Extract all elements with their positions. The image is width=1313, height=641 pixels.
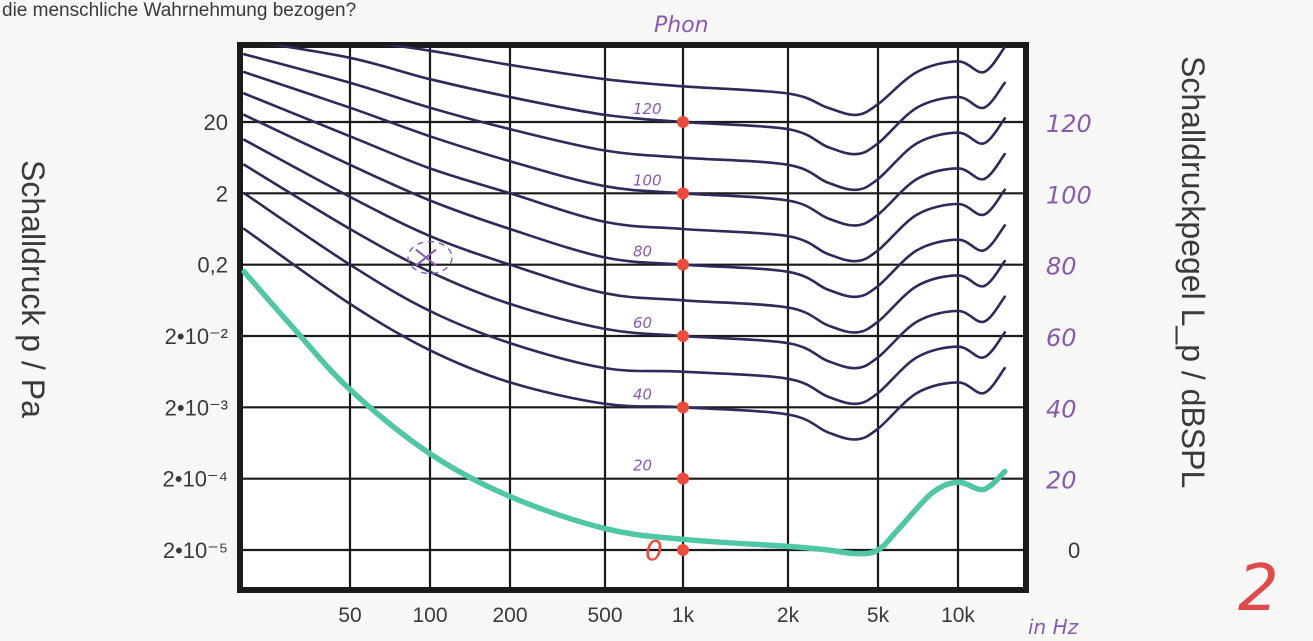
y-left-tick-label: 2•10⁻³ [165, 395, 228, 420]
phon-marker-dot [677, 330, 689, 342]
phon-markers: 120 100 80 60 40 20 0 [633, 100, 689, 567]
question-fragment: die menschliche Wahrnehmung bezogen? [2, 0, 356, 21]
handwritten-x-mark [407, 240, 453, 275]
x-tick-label: 10k [941, 604, 975, 627]
phon-contour-line [242, 138, 1007, 334]
phon-marker-label: 0 [645, 534, 663, 567]
phon-marker-dot [677, 258, 689, 271]
y-right-tick-label: 60 [1046, 324, 1077, 352]
y-right-tick-label: 40 [1046, 395, 1077, 423]
x-unit-label: in Hz [1028, 615, 1079, 639]
y-left-tick-label: 2•10⁻⁴ [163, 467, 228, 492]
phon-contour-line [242, 163, 1007, 370]
phon-contour-line [242, 92, 1007, 263]
y-left-tick-label: 2 [216, 181, 228, 206]
hearing-threshold-line [241, 269, 1008, 557]
y-right-tick-label: 20 [1046, 467, 1077, 495]
phon-label: Phon [654, 13, 709, 38]
phon-marker-label: 20 [633, 457, 652, 475]
phon-marker-label: 80 [633, 243, 652, 261]
x-tick-label: 1k [672, 604, 695, 627]
phon-marker-dot [677, 187, 689, 200]
y-axis-label-right: Schalldruckpegel L_p / dBSPL [1175, 56, 1211, 488]
axis-ticks: 50 100 200 500 1k 2k 5k 10k2020,22•10⁻²2•10⁻³2•… [163, 110, 1092, 627]
y-right-tick-label: 120 [1046, 110, 1092, 138]
y-left-tick-label: 2•10⁻⁵ [163, 538, 228, 563]
phon-contour-line [242, 227, 1007, 441]
phon-marker-label: 120 [633, 100, 662, 118]
y-left-tick-label: 20 [204, 110, 228, 135]
phon-marker-dot [677, 116, 689, 128]
loudness-curves [241, 45, 1008, 557]
x-tick-label: 500 [587, 604, 622, 627]
y-axis-label-left: Schalldruck p / Pa [15, 160, 51, 418]
phon-marker-label: 60 [633, 314, 652, 332]
phon-contour-line [242, 192, 1007, 406]
x-tick-label: 5k [867, 604, 890, 627]
phon-contour-line [267, 45, 1007, 156]
x-tick-label: 100 [412, 604, 447, 627]
phon-marker-dot [677, 544, 689, 556]
y-left-tick-label: 2•10⁻² [165, 324, 228, 349]
phon-marker-label: 100 [633, 171, 662, 189]
phon-contour-line [242, 70, 1007, 227]
y-right-tick-label: 0 [1068, 538, 1080, 563]
phon-marker-dot [677, 472, 689, 485]
phon-contour-line [242, 52, 1007, 192]
phon-marker-label: 40 [633, 385, 652, 403]
y-right-tick-label: 80 [1046, 253, 1077, 281]
x-tick-label: 2k [777, 604, 800, 627]
y-right-tick-label: 100 [1046, 181, 1092, 209]
page-number: 2 [1238, 552, 1279, 626]
phon-marker-dot [677, 401, 689, 414]
phon-contour-line [380, 45, 1007, 117]
x-tick-label: 200 [492, 604, 527, 627]
phon-contour-line [242, 113, 1007, 299]
y-left-tick-label: 0,2 [197, 253, 228, 278]
x-tick-label: 50 [338, 604, 361, 627]
